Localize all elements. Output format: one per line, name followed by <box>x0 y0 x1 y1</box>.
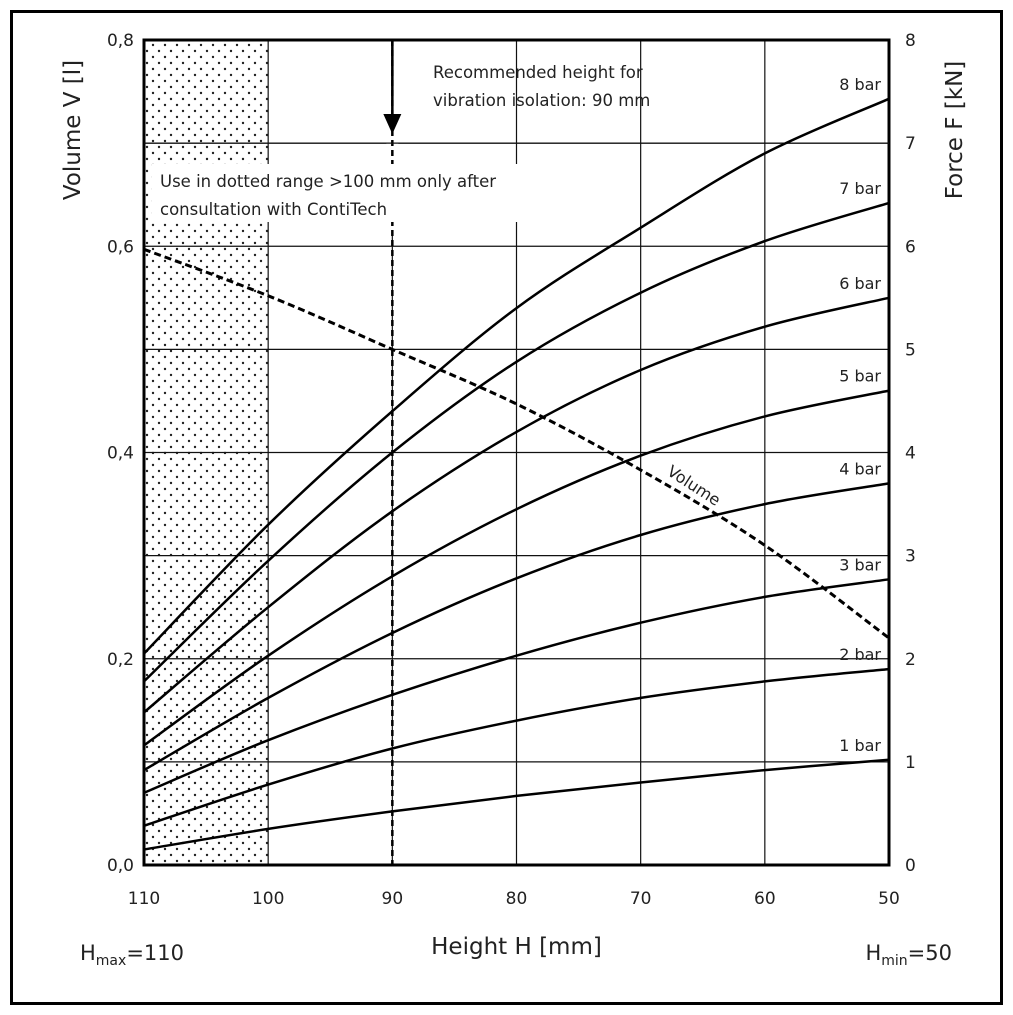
y-right-tick-label: 7 <box>905 134 916 154</box>
x-tick-label: 80 <box>506 889 528 909</box>
y-left-axis-label: Volume V [l] <box>60 60 86 200</box>
y-right-axis-label: Force F [kN] <box>942 61 968 200</box>
arrow-down-icon <box>383 114 402 134</box>
y-left-tick-label: 0,2 <box>107 650 134 670</box>
series-label-5-bar: 5 bar <box>839 367 881 386</box>
y-right-tick-label: 0 <box>905 856 916 876</box>
h-min-label: Hmin=50 <box>865 941 952 969</box>
series-line-4-bar <box>143 482 890 772</box>
plot-area-border <box>142 38 891 867</box>
y-left-tick-label: 0,0 <box>107 856 134 876</box>
recommended-height-note: vibration isolation: 90 mm <box>433 91 650 110</box>
x-tick-label: 110 <box>128 889 160 909</box>
dotted-range-note: consultation with ContiTech <box>160 200 387 219</box>
y-right-tick-label: 2 <box>905 650 916 670</box>
x-axis-label: Height H [mm] <box>431 934 602 960</box>
series-label-7-bar: 7 bar <box>839 179 881 198</box>
series-line-7-bar <box>143 201 890 683</box>
series-line-6-bar <box>143 296 890 714</box>
x-tick-label: 50 <box>878 889 900 909</box>
series-line-5-bar <box>143 389 890 747</box>
x-tick-label: 70 <box>630 889 652 909</box>
h-max-label: Hmax=110 <box>80 941 184 969</box>
y-right-tick-label: 8 <box>905 31 916 51</box>
y-right-tick-label: 3 <box>905 547 916 567</box>
y-right-tick-label: 6 <box>905 237 916 257</box>
series-line-2-bar <box>143 667 890 827</box>
series-label-3-bar: 3 bar <box>839 555 881 574</box>
x-tick-label: 60 <box>754 889 776 909</box>
series-label-6-bar: 6 bar <box>839 274 881 293</box>
series-line-volume <box>143 247 890 640</box>
dotted-range-note: Use in dotted range >100 mm only after <box>160 172 496 191</box>
dotted-note-background <box>152 164 544 222</box>
y-right-tick-label: 5 <box>905 340 916 360</box>
recommended-height-note: Recommended height for <box>433 63 643 82</box>
series-label-8-bar: 8 bar <box>839 75 881 94</box>
y-left-tick-label: 0,8 <box>107 31 134 51</box>
y-right-tick-label: 4 <box>905 444 916 464</box>
x-tick-label: 100 <box>252 889 284 909</box>
series-label-2-bar: 2 bar <box>839 645 881 664</box>
y-left-tick-label: 0,6 <box>107 237 134 257</box>
volume-curve-label: Volume <box>664 461 724 509</box>
series-line-8-bar <box>143 97 890 655</box>
series-line-1-bar <box>143 758 890 851</box>
series-label-4-bar: 4 bar <box>839 459 881 478</box>
y-right-tick-label: 1 <box>905 753 916 773</box>
series-line-3-bar <box>143 578 890 794</box>
x-tick-label: 90 <box>382 889 404 909</box>
y-left-tick-label: 0,4 <box>107 444 134 464</box>
series-label-1-bar: 1 bar <box>839 736 881 755</box>
